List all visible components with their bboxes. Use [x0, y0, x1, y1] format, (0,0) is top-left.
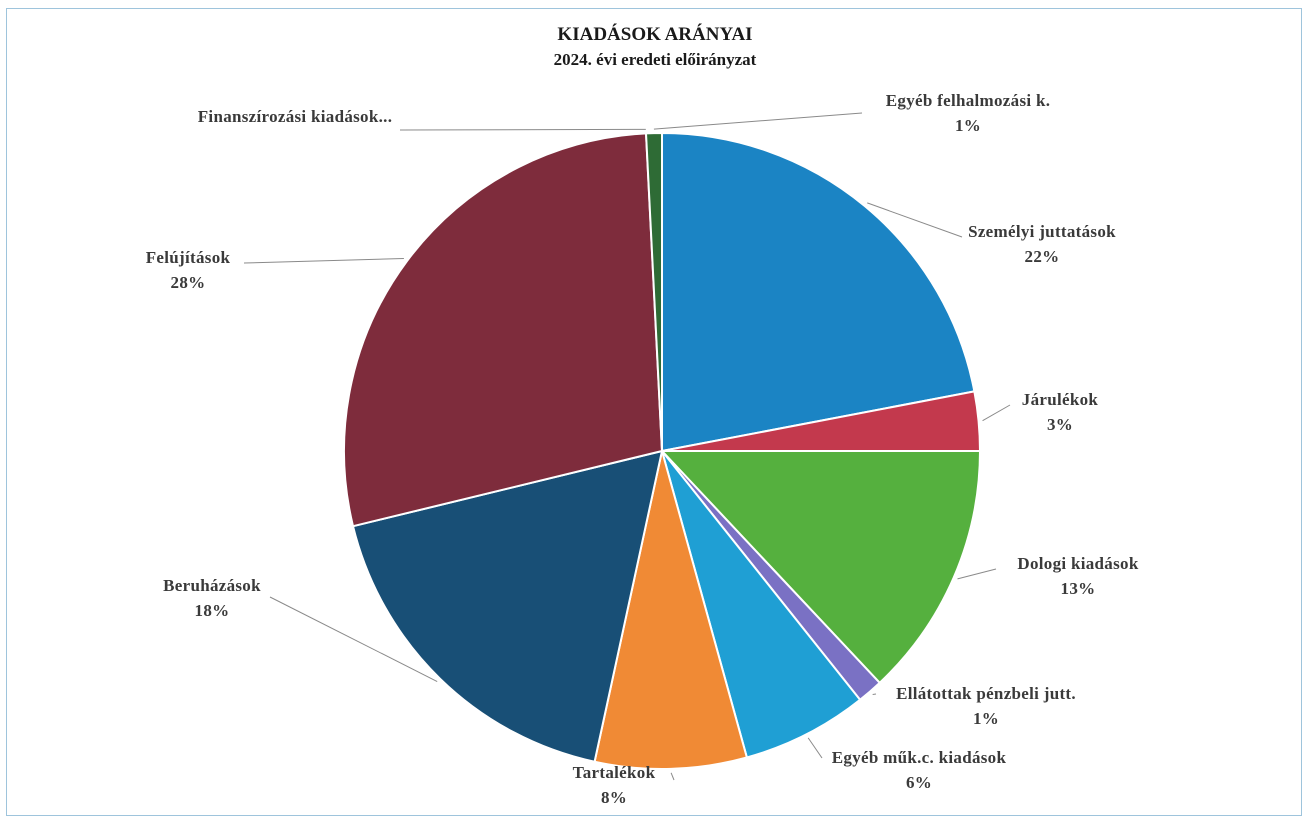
- leader-finanszirozasi-kiadasok: [399, 128, 646, 131]
- label-beruhazasok: Beruházások: [163, 576, 261, 595]
- leader-egyeb-felhalmozasi-k: [653, 112, 863, 130]
- label-tartalekok: Tartalékok: [573, 763, 656, 782]
- slice-felujitasok: [343, 132, 664, 528]
- leader-beruhazasok: [269, 596, 438, 682]
- label-felujitasok: Felújítások: [146, 248, 231, 267]
- pct-beruhazasok: 18%: [195, 601, 230, 620]
- label-dologi-kiadasok: Dologi kiadások: [1017, 554, 1138, 573]
- slice-dologi-kiadasok: [659, 450, 982, 685]
- label-finanszirozasi-kiadasok: Finanszírozási kiadások...: [198, 107, 393, 126]
- pct-dologi-kiadasok: 13%: [1061, 579, 1096, 598]
- leader-szemelyi-juttatasok: [867, 202, 963, 238]
- label-ellatottak-penzbeli-jutt: Ellátottak pénzbeli jutt.: [896, 684, 1076, 703]
- slice-tartalekok: [593, 450, 749, 770]
- leader-lines: [243, 112, 1011, 781]
- slice-egyeb-felhalmozasi-k: [644, 131, 663, 452]
- pct-tartalekok: 8%: [601, 788, 627, 807]
- pct-egyeb-muk-c-kiadasok: 6%: [906, 773, 932, 792]
- leader-tartalekok: [670, 772, 675, 781]
- label-egyeb-muk-c-kiadasok: Egyéb műk.c. kiadások: [832, 748, 1007, 767]
- pct-ellatottak-penzbeli-jutt: 1%: [973, 709, 999, 728]
- slice-egyeb-muk-c-kiadasok: [661, 450, 862, 759]
- slice-labels: Személyi juttatások 22% Járulékok 3% Dologi …: [146, 91, 1139, 807]
- chart-title: KIADÁSOK ARÁNYAI: [557, 23, 752, 45]
- slice-szemelyi-juttatasok: [661, 131, 976, 453]
- pct-jarulekok: 3%: [1047, 415, 1073, 434]
- leader-dologi-kiadasok: [957, 568, 997, 580]
- leader-felujitasok: [243, 257, 404, 264]
- chart-subtitle: 2024. évi eredeti előirányzat: [554, 50, 757, 69]
- slice-beruhazasok: [351, 449, 664, 763]
- pct-felujitasok: 28%: [171, 273, 206, 292]
- label-jarulekok: Járulékok: [1022, 390, 1099, 409]
- label-egyeb-felhalmozasi-k: Egyéb felhalmozási k.: [886, 91, 1051, 110]
- leader-jarulekok: [982, 404, 1011, 422]
- label-szemelyi-juttatasok: Személyi juttatások: [968, 222, 1116, 241]
- pie-slices: [343, 131, 982, 770]
- pct-szemelyi-juttatasok: 22%: [1025, 247, 1060, 266]
- leader-ellatottak-penzbeli-jutt: [872, 693, 877, 696]
- pct-egyeb-felhalmozasi-k: 1%: [955, 116, 981, 135]
- leader-egyeb-muk-c-kiadasok: [807, 737, 823, 759]
